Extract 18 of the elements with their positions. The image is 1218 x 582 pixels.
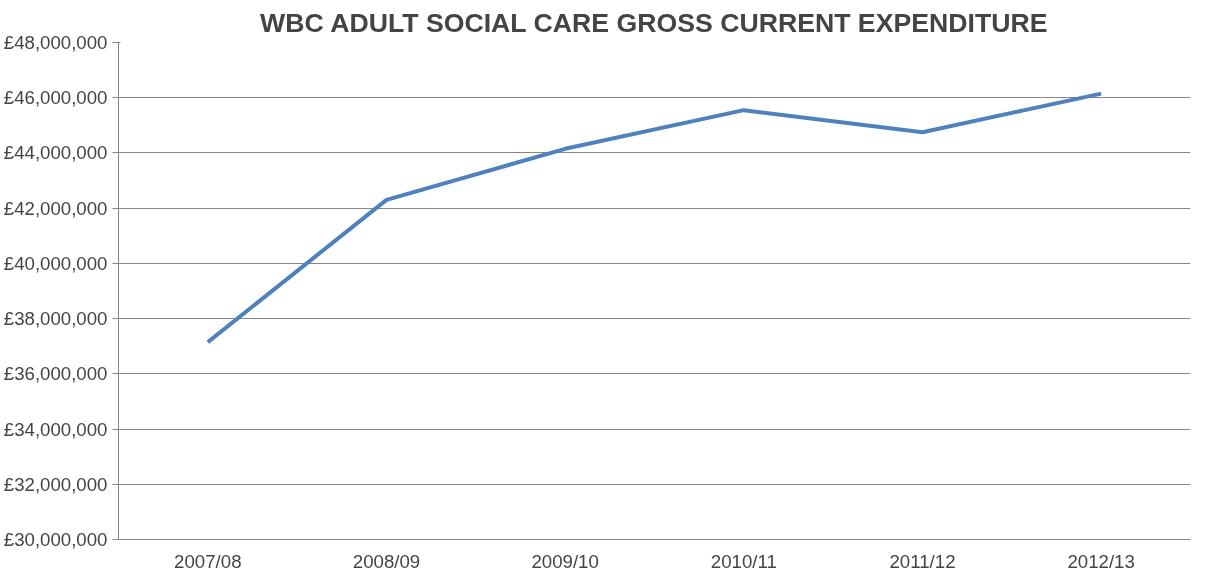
x-tick-label: 2007/08 [174,550,242,572]
line-series [205,91,1104,345]
y-tick-label: £32,000,000 [3,473,108,495]
x-tick-label: 2011/12 [889,550,956,572]
x-tick-label: 2010/11 [710,550,777,572]
x-tick-label: 2009/10 [531,550,599,572]
y-tick-label: £44,000,000 [3,142,108,164]
chart-title: WBC ADULT SOCIAL CARE GROSS CURRENT EXPENDITURE [260,7,1048,38]
y-tick-label: £40,000,000 [3,252,108,274]
x-tick-label: 2008/09 [352,550,421,572]
y-tick-label: £30,000,000 [3,529,108,550]
y-tick-label: £38,000,000 [3,308,108,330]
y-tick-label: £48,000,000 [3,32,108,53]
y-tick-label: £42,000,000 [3,197,108,219]
y-tick-label: £36,000,000 [3,363,108,385]
y-tick-label: £46,000,000 [3,87,108,109]
x-tick-label: 2012/13 [1067,550,1135,572]
y-tick-label: £34,000,000 [3,418,108,440]
